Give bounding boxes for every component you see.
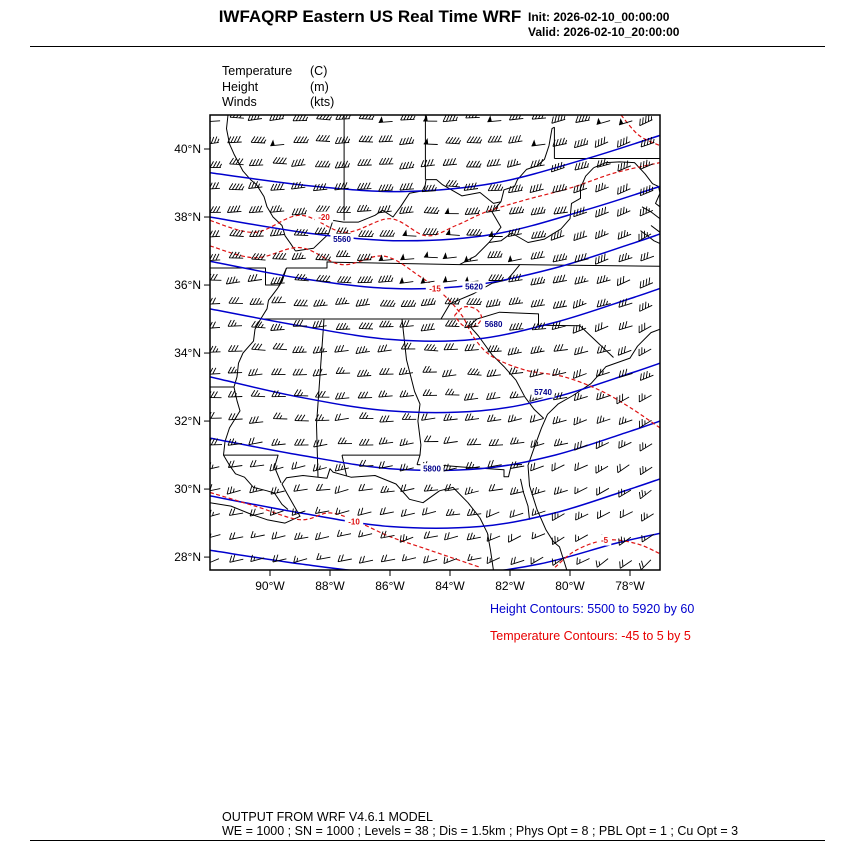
legend-field-unit: (m)	[310, 79, 329, 94]
outline-ohio_river_upper	[500, 126, 555, 202]
x-axis: 90°W 88°W 86°W 84°W 82°W 80°W 78°W	[255, 570, 645, 593]
outline-mo_ar	[210, 267, 287, 286]
outline-ms_al	[316, 318, 325, 478]
model-info-line1: OUTPUT FROM WRF V4.6.1 MODEL	[222, 810, 433, 824]
height-contours-note: Height Contours: 5500 to 5920 by 60	[490, 602, 695, 616]
svg-text:88°W: 88°W	[315, 579, 345, 593]
wind-barbs-layer	[210, 115, 655, 570]
svg-text:30°N: 30°N	[174, 482, 201, 496]
svg-text:-5: -5	[601, 536, 609, 545]
axes-layer: 40°N 38°N 36°N 34°N 32°N 30°N 28°N 90°W 88°W 86°W…	[174, 142, 645, 593]
svg-text:80°W: 80°W	[555, 579, 585, 593]
svg-text:5620: 5620	[465, 283, 483, 292]
outline-james_river	[640, 230, 660, 244]
plot-title: IWFAQRP Eastern US Real Time WRF	[218, 7, 522, 26]
outline-miss_river_south	[223, 267, 289, 510]
map-frame	[209, 114, 661, 571]
svg-text:-20: -20	[318, 213, 330, 222]
model-info: OUTPUT FROM WRF V4.6.1 MODEL WE = 1000 ;…	[222, 810, 738, 838]
svg-text:82°W: 82°W	[495, 579, 525, 593]
outline-st_johns_river	[520, 478, 530, 520]
svg-text:84°W: 84°W	[435, 579, 465, 593]
legend-field-unit: (C)	[310, 64, 328, 78]
temperature-contours-note: Temperature Contours: -45 to 5 by 5	[490, 629, 691, 643]
outline-gulf_coast	[210, 468, 494, 570]
valid-timestamp: Valid: 2026-02-10_20:00:00	[528, 25, 680, 39]
init-timestamp: Init: 2026-02-10_00:00:00	[528, 10, 670, 24]
outline-york_river	[650, 225, 660, 233]
svg-text:-15: -15	[429, 284, 441, 293]
svg-text:28°N: 28°N	[174, 550, 201, 564]
svg-text:5740: 5740	[534, 388, 552, 397]
outline-rappahannock_river	[641, 206, 660, 220]
svg-text:32°N: 32°N	[174, 414, 201, 428]
height-contours-layer	[210, 134, 660, 570]
legend-field-unit: (kts)	[310, 95, 335, 109]
outline-fl_panhandle_w	[341, 454, 347, 476]
model-info-line2: WE = 1000 ; SN = 1000 ; Levels = 38 ; Di…	[222, 824, 739, 838]
outline-wv_va	[488, 167, 595, 243]
svg-text:5680: 5680	[485, 320, 503, 329]
svg-text:36°N: 36°N	[174, 278, 201, 292]
svg-text:5800: 5800	[423, 465, 441, 474]
y-axis: 40°N 38°N 36°N 34°N 32°N 30°N 28°N	[174, 142, 210, 564]
outline-tn_ky	[286, 261, 460, 269]
legend-field-name: Winds	[222, 95, 257, 109]
legend-field-name: Height	[222, 79, 259, 94]
bottom-rule	[30, 840, 825, 841]
outline-nc_sc	[476, 311, 614, 358]
legend-row-temperature: Temperature (C)	[222, 64, 334, 80]
field-legend: Temperature (C) Height (m) Winds (kts)	[222, 64, 334, 111]
run-timestamps: Init: 2026-02-10_00:00:00 Valid: 2026-02…	[528, 10, 679, 40]
svg-text:90°W: 90°W	[255, 579, 285, 593]
contour-labels-layer: 5560 5620 5680 5740 5800 -20 -15 -10 -5	[314, 211, 612, 546]
svg-text:34°N: 34°N	[174, 346, 201, 360]
outline-atlantic_coast	[527, 328, 660, 570]
legend-row-winds: Winds (kts)	[222, 95, 334, 111]
svg-text:38°N: 38°N	[174, 210, 201, 224]
outline-la_ms	[223, 454, 282, 484]
outline-ga_sc	[469, 318, 544, 419]
svg-text:-10: -10	[348, 517, 360, 526]
svg-text:5560: 5560	[333, 235, 351, 244]
top-rule	[30, 46, 825, 47]
svg-text:86°W: 86°W	[375, 579, 405, 593]
outline-miss_river_north	[226, 115, 296, 252]
legend-row-height: Height (m)	[222, 80, 334, 96]
svg-text:40°N: 40°N	[174, 142, 201, 156]
legend-field-name: Temperature	[222, 64, 293, 78]
outline-potomac_river	[593, 161, 660, 208]
svg-text:78°W: 78°W	[615, 579, 645, 593]
